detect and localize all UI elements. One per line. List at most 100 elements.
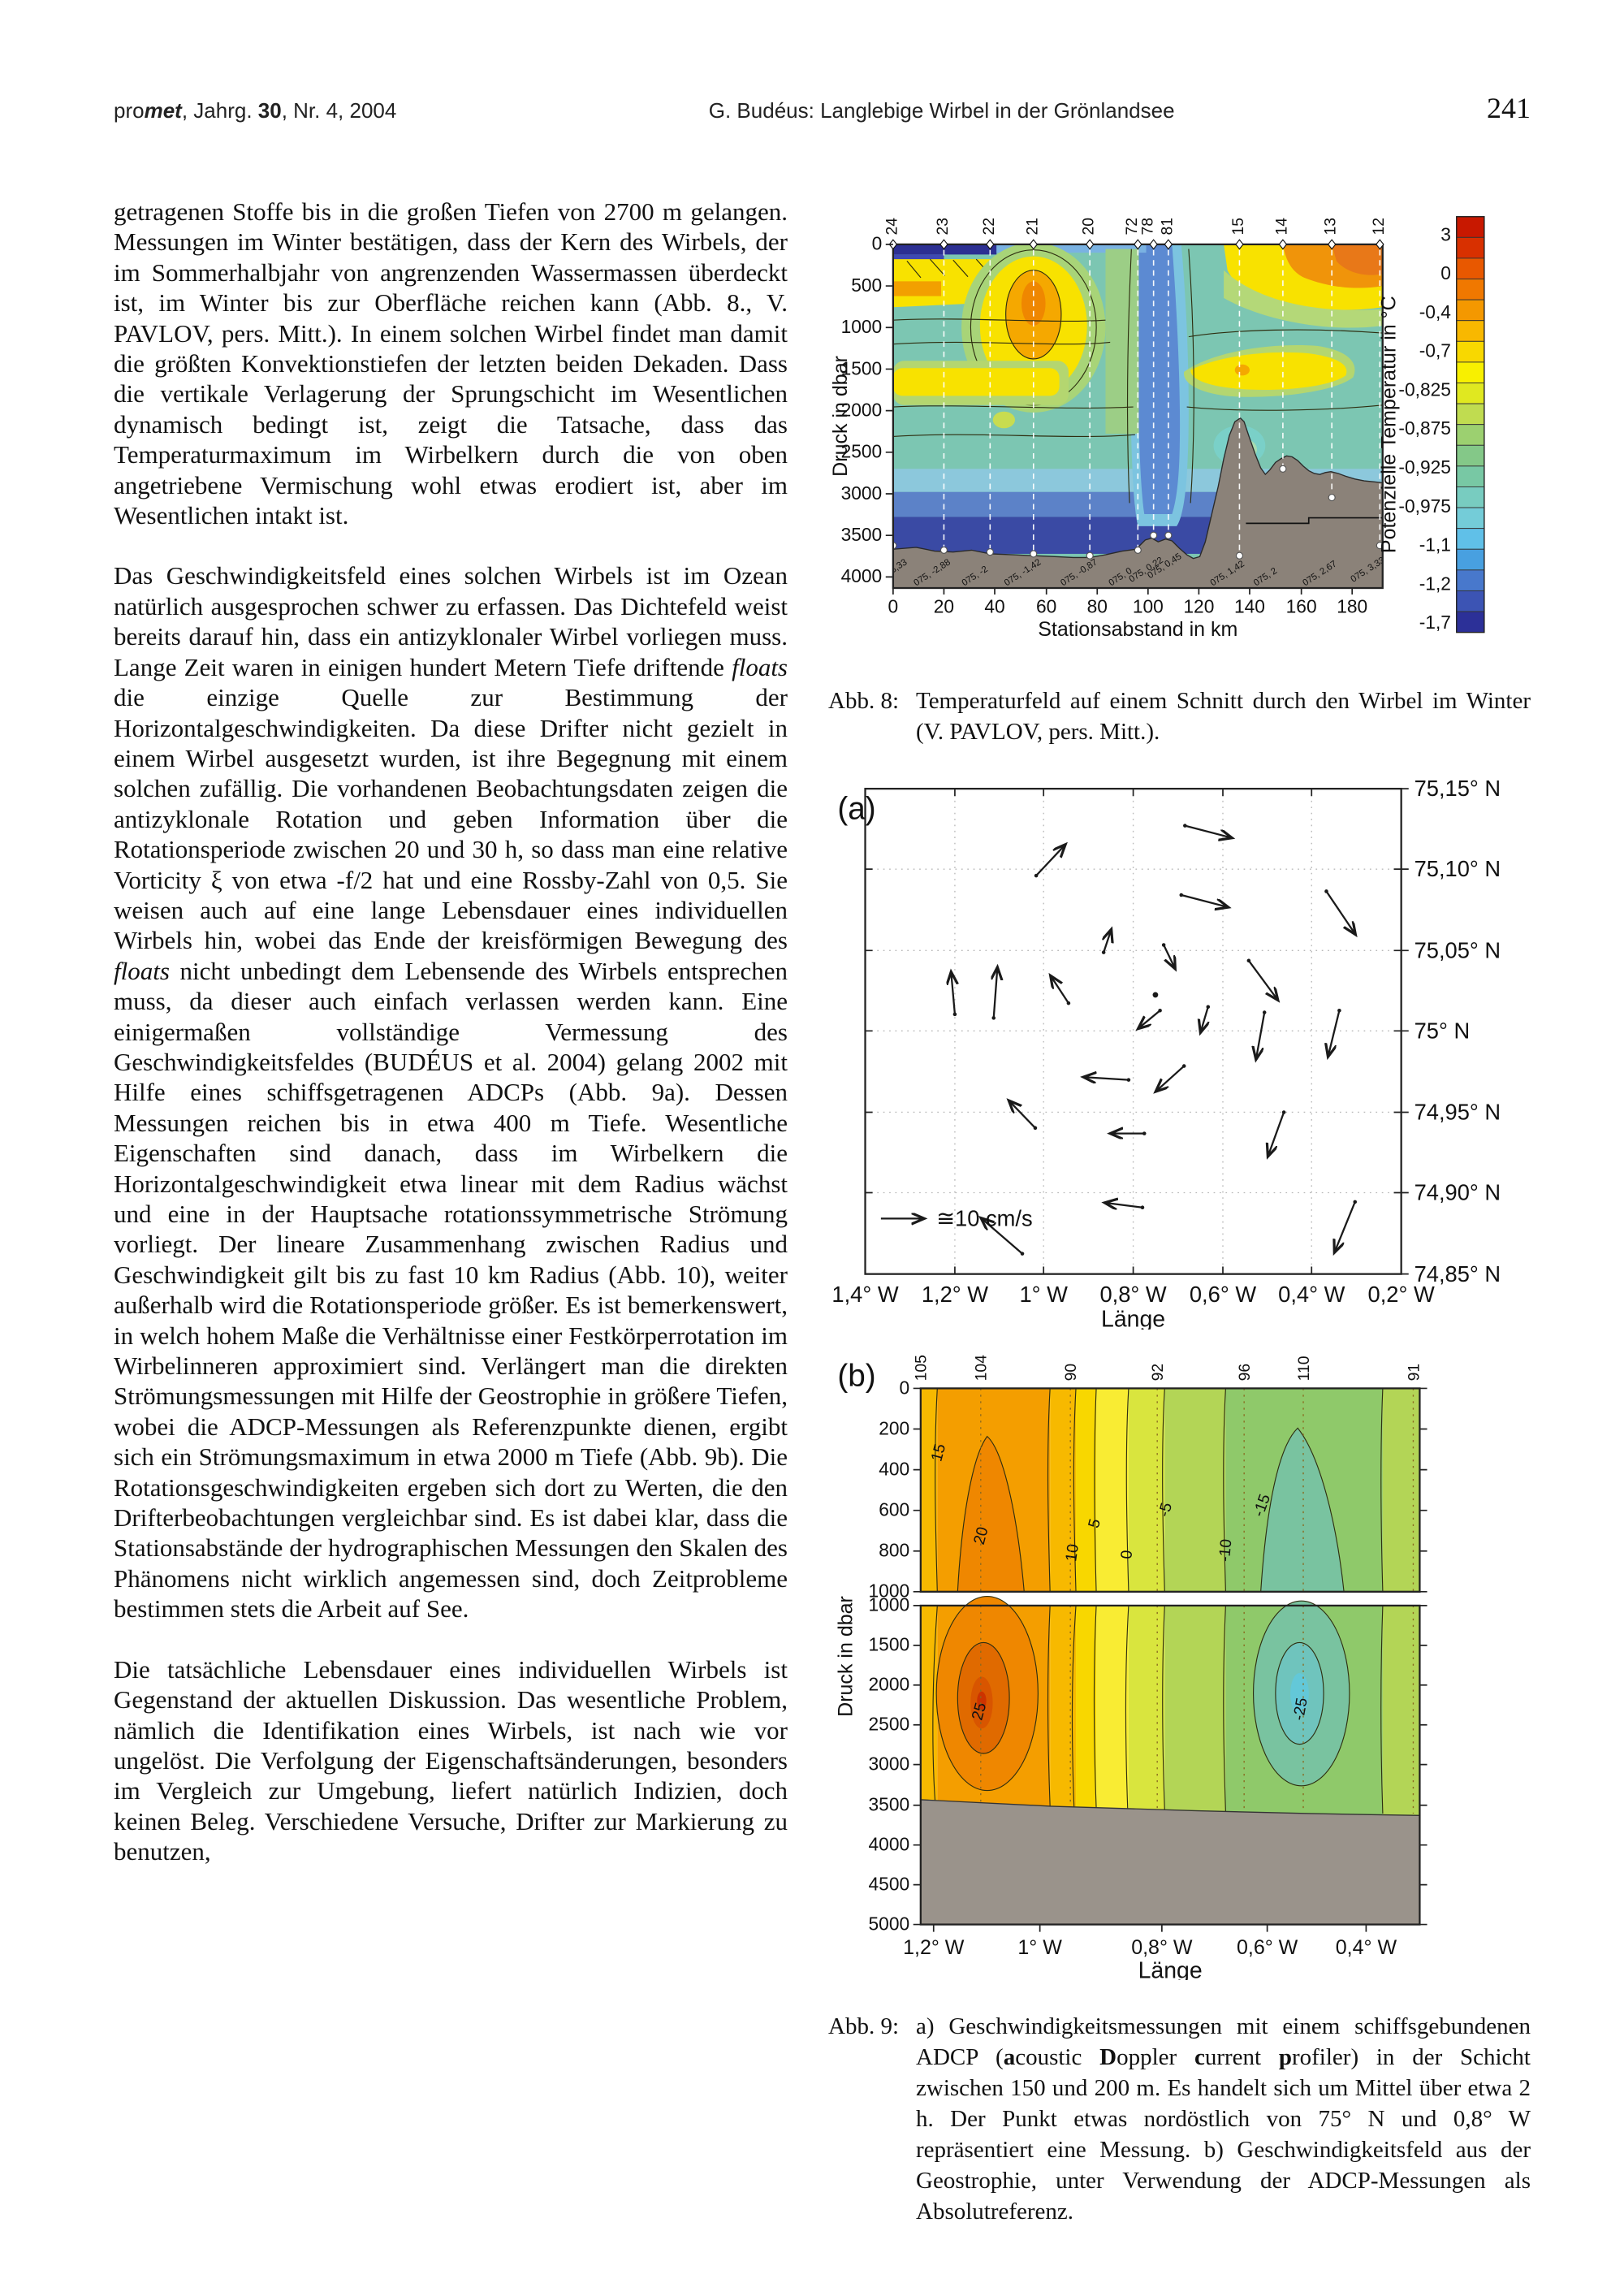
fig9b-station-label: 91: [1405, 1364, 1423, 1381]
fig9b-contour-label: -25: [1289, 1697, 1311, 1722]
fig8-x-tick: 140: [1234, 596, 1265, 617]
fig8-station-label: 23: [935, 218, 952, 236]
fig9b-station-label: 110: [1295, 1356, 1313, 1381]
fig8-y-tick: 3500: [841, 524, 883, 545]
fig9a-xaxis-label: Länge: [1101, 1307, 1165, 1330]
fig9b-y-tick: 1000: [869, 1580, 910, 1602]
fig9a-lon-label: 0,6° W: [1190, 1282, 1256, 1307]
fig8-colorbar-label: 3: [1440, 223, 1451, 244]
fig8-bathymetry: [892, 417, 1383, 589]
fig8-colorbar-label: -0,825: [1398, 378, 1451, 400]
fig9a-lon-label: 0,2° W: [1368, 1282, 1435, 1307]
fig8-colorbar-label: -0,4: [1419, 301, 1451, 322]
fig9b-y-tick: 3500: [869, 1794, 910, 1815]
fig9a-legend-label: ≅10 cm/s: [936, 1205, 1032, 1230]
fig9b-station-label: 105: [913, 1355, 931, 1381]
fig9b-y-tick: 2000: [869, 1674, 910, 1695]
fig9b-lower-panel: 25 -25: [869, 1594, 1427, 1934]
fig8-colorbar-label: -1,1: [1419, 534, 1451, 556]
fig9a-lat-label: 75,05° N: [1415, 937, 1501, 962]
fig8-colorbar-label: -1,7: [1419, 612, 1451, 633]
fig9b-x-tick: 1,2° W: [903, 1936, 965, 1959]
fig9b-x-tick: 0,6° W: [1237, 1936, 1298, 1959]
fig9b-stations: 105 104 90 92 96 110 91: [913, 1355, 1423, 1381]
fig8-xaxis-label: Stationsabstand in km: [1038, 618, 1237, 641]
fig8-x-tick: 160: [1286, 596, 1317, 617]
fig8-y-tick: 1500: [841, 357, 883, 378]
fig8-contour-art: 075, -3,33 075, -2,88 075, -2 075, -1,42…: [892, 244, 1383, 589]
fig9b-y-tick: 600: [879, 1499, 909, 1520]
fig8-colorbar-label: -0,7: [1419, 340, 1451, 361]
figure-9-caption: Abb. 9: a) Geschwindigkeitsmessungen mit…: [828, 2011, 1531, 2227]
fig9b-upper-frame: [919, 1387, 1421, 1593]
figure-8: 075, -3,33 075, -2,88 075, -2 075, -1,42…: [828, 198, 1531, 642]
fig8-colorbar-label: -0,975: [1398, 495, 1451, 517]
fig9b-contour-label: -10: [1216, 1538, 1235, 1563]
fig8-x-axis: 0 20 40 60 80 100 120 140 160 180 Statio…: [888, 588, 1367, 641]
fig9a-lat-label: 75,15° N: [1415, 776, 1501, 801]
page-number: 241: [1486, 92, 1531, 124]
fig9a-lon-axis: 1,4° W 1,2° W 1° W 0,8° W 0,6° W 0,4° W …: [831, 1282, 1435, 1307]
fig8-colorbar-cells: [1456, 216, 1485, 633]
fig9a-vector-field: [951, 824, 1357, 1256]
fig8-stations: 24 23 22 21 20 72 78 81 15 14 13 12: [883, 218, 1388, 250]
figure-9a-plot: (a): [831, 776, 1501, 1330]
fig8-colorbar: 3 0 -0,4 -0,7 -0,825 -0,875 -0,925 -0,97…: [1378, 216, 1485, 633]
fig9a-graticule: [865, 789, 1402, 1274]
fig8-station-label: 14: [1273, 218, 1290, 236]
figure-9b-plot: (b): [835, 1355, 1427, 1980]
fig8-colorbar-label: 0: [1440, 262, 1451, 283]
figure-9-caption-text: a) Geschwindigkeitsmessungen mit einem s…: [916, 2013, 1531, 2225]
fig9a-lon-label: 1,2° W: [922, 1282, 988, 1307]
fig9b-contour-label: -5: [1155, 1501, 1176, 1519]
fig9a-panel-label: (a): [837, 792, 875, 827]
fig8-y-tick: 1000: [841, 316, 883, 337]
fig8-station-label: 72: [1124, 218, 1141, 236]
fig9b-x-tick: 0,8° W: [1131, 1936, 1193, 1959]
running-title: G. Budéus: Langlebige Wirbel in der Grön…: [708, 98, 1175, 123]
body-paragraph: getragenen Stoffe bis in die großen Tief…: [114, 197, 788, 530]
fig8-colorbar-label: -1,2: [1419, 573, 1451, 594]
fig9a-lat-axis: 75,15° N 75,10° N 75,05° N 75° N 74,95° …: [1415, 776, 1501, 1286]
fig8-y-tick: 500: [851, 275, 882, 296]
fig9a-lon-label: 1,4° W: [831, 1282, 898, 1307]
fig9b-y-tick: 4000: [869, 1834, 910, 1855]
fig8-colorbar-title: Potenzielle Temperatur in °C: [1378, 296, 1401, 553]
fig8-station-label: 13: [1323, 218, 1340, 236]
fig9a-lon-label: 1° W: [1019, 1282, 1068, 1307]
fig9a-lat-label: 75,10° N: [1415, 856, 1501, 881]
fig9b-x-axis: 1,2° W 1° W 0,8° W 0,6° W 0,4° W Länge: [903, 1924, 1397, 1980]
fig8-y-tick: 0: [872, 233, 883, 254]
fig8-y-tick: 2000: [841, 399, 883, 420]
fig9b-contour-label: 10: [1062, 1543, 1082, 1563]
fig9b-y-tick: 1500: [869, 1634, 910, 1655]
fig9a-lat-label: 74,85° N: [1415, 1261, 1501, 1286]
fig8-x-tick: 180: [1337, 596, 1367, 617]
figure-8-caption: Abb. 8: Temperaturfeld auf einem Schnitt…: [828, 685, 1531, 747]
fig8-x-tick: 120: [1183, 596, 1214, 617]
fig9b-y-tick: 0: [900, 1377, 910, 1398]
fig9b-y-tick: 2500: [869, 1714, 910, 1735]
fig9a-lat-label: 74,95° N: [1415, 1100, 1501, 1125]
fig8-x-tick: 40: [984, 596, 1004, 617]
fig8-station-label: 24: [883, 218, 901, 236]
fig8-x-tick: 80: [1087, 596, 1108, 617]
fig8-station-label: 78: [1140, 218, 1157, 236]
figure-8-caption-text: Temperaturfeld auf einem Schnitt durch d…: [916, 688, 1531, 745]
fig9b-upper-art: 15 20 10 5 0 -5 -10 -15: [920, 1388, 1420, 1592]
journal-info: promet, Jahrg. 30, Nr. 4, 2004: [114, 98, 397, 123]
fig9b-y-tick: 3000: [869, 1753, 910, 1774]
fig9b-station-label: 90: [1062, 1364, 1080, 1381]
fig9b-yaxis-label: Druck in dbar: [835, 1596, 857, 1717]
fig9a-legend: ≅10 cm/s: [880, 1205, 1033, 1230]
fig8-y-tick: 4000: [841, 565, 883, 586]
figure-8-plot: 075, -3,33 075, -2,88 075, -2 075, -1,42…: [829, 216, 1485, 641]
fig8-yaxis-label: Druck in dbar: [829, 356, 852, 477]
fig9b-upper-panel: 15 20 10 5 0 -5 -10 -15: [869, 1355, 1427, 1602]
fig9b-lower-art: 25 -25: [920, 1595, 1421, 1926]
fig9a-lon-label: 0,4° W: [1278, 1282, 1345, 1307]
fig8-x-tick: 0: [888, 596, 899, 617]
fig9b-y-tick: 4500: [869, 1873, 910, 1894]
fig8-station-label: 20: [1081, 218, 1098, 236]
fig9b-y-tick: 800: [879, 1540, 909, 1561]
